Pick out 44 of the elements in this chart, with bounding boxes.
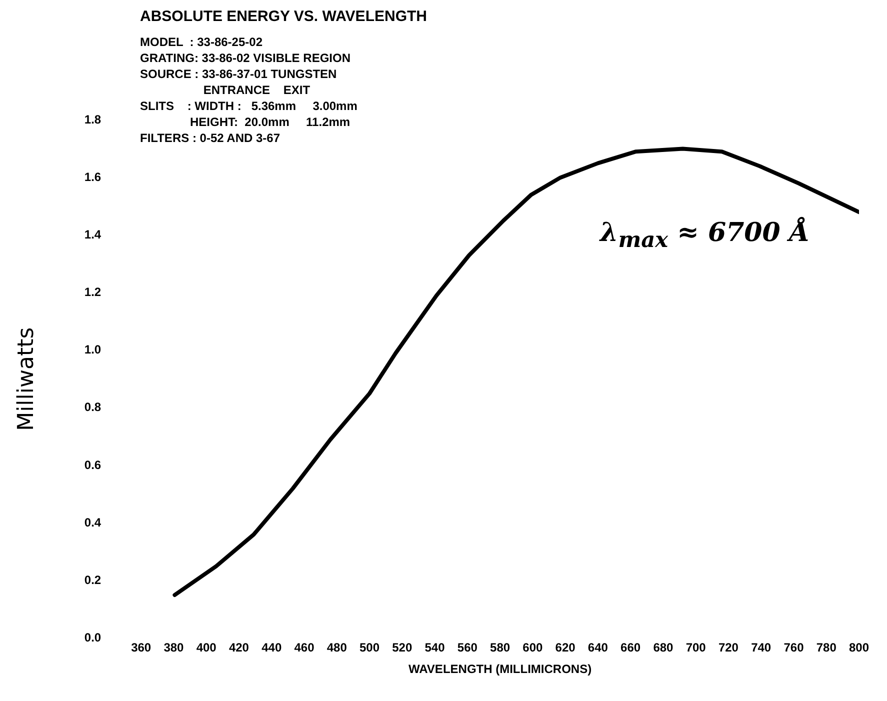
y-axis-title: Milliwatts: [14, 327, 39, 431]
y-tick-label: 1.4: [84, 227, 102, 242]
x-tick-label: 740: [751, 640, 772, 655]
x-tick-label: 500: [359, 640, 380, 655]
text: SLITS : WIDTH : 5.36mm 3.00mm: [140, 98, 358, 114]
annotation: FILTERS : 0-52 AND 3-67: [140, 130, 282, 146]
x-tick-label: 660: [620, 640, 641, 655]
x-tick-label: 780: [816, 640, 837, 655]
x-tick-label: 720: [718, 640, 739, 655]
annotation: HEIGHT: 20.0mm 11.2mm: [189, 114, 352, 130]
chart-title: ABSOLUTE ENERGY VS. WAVELENGTH: [140, 8, 427, 25]
x-tick-label: 800: [848, 640, 870, 655]
y-tick-label: 0.0: [84, 630, 102, 645]
x-tick-label: 580: [490, 640, 510, 655]
annotation: λ$_{max}$ ≈ 6700 Å: [600, 218, 810, 254]
x-axis-title: WAVELENGTH (MILLIMICRONS): [408, 662, 592, 676]
y-tick-label: 1.6: [84, 170, 102, 184]
y-tick-label: 0.8: [84, 400, 102, 414]
y-tick-label: 1.8: [84, 112, 102, 126]
x-tick-label: 640: [588, 640, 608, 655]
x-tick-label: 460: [294, 640, 315, 655]
x-tick-label: 360: [131, 640, 152, 655]
text: MODEL : 33-86-25-02: [140, 34, 264, 50]
y-tick-label: 0.6: [84, 458, 102, 472]
y-tick-label: 0.2: [84, 572, 102, 587]
text: GRATING: 33-86-02 VISIBLE REGION: [140, 50, 352, 66]
x-tick-label: 540: [424, 640, 446, 655]
y-tick-label: 1.2: [84, 285, 102, 300]
x-tick-label: 520: [392, 640, 412, 655]
x-tick-label: 380: [164, 640, 184, 655]
x-tick-label: 480: [326, 640, 348, 655]
x-tick-label: 680: [653, 640, 674, 655]
x-tick-label: 760: [784, 640, 804, 655]
source-note: SOURCE : 33-86-37-01 TUNGSTEN: [140, 66, 338, 82]
x-tick-label: 700: [686, 640, 706, 655]
x-tick-label: 440: [262, 640, 282, 655]
y-tick-label: 1.0: [84, 342, 102, 357]
x-tick-label: 600: [522, 640, 544, 655]
x-tick-label: 400: [196, 640, 217, 655]
x-tick-label: 620: [555, 640, 576, 655]
x-tick-label: 420: [228, 640, 250, 655]
x-tick-label: 560: [457, 640, 478, 655]
y-tick-label: 0.4: [84, 515, 102, 530]
text: ENTRANCE EXIT: [202, 82, 312, 98]
